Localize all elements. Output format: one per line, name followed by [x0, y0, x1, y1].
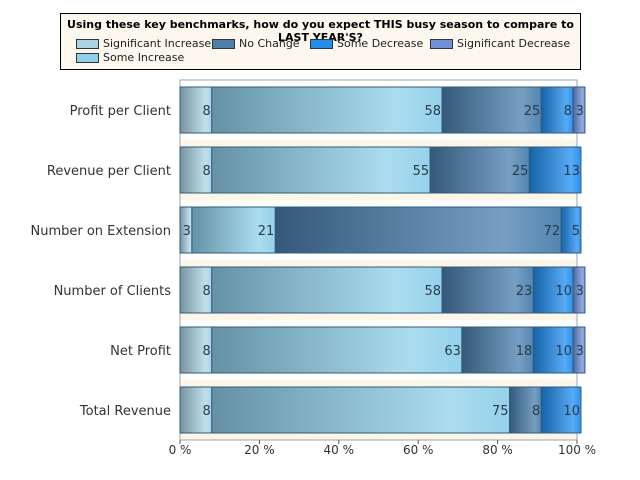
data-label: 10 — [563, 404, 580, 419]
legend-label: Significant Increase — [103, 37, 212, 50]
legend-swatch — [430, 39, 453, 49]
data-label: 63 — [444, 344, 461, 359]
bar-segment — [441, 266, 534, 314]
bar-segment — [560, 206, 582, 254]
legend-label: Significant Decrease — [457, 37, 571, 50]
bar-segment — [429, 146, 530, 194]
data-label: 21 — [258, 224, 275, 239]
data-label: 8 — [202, 284, 210, 299]
bar-segment — [572, 86, 586, 134]
bar-segment — [532, 266, 574, 314]
category-label: Total Revenue — [79, 404, 171, 419]
legend-swatch — [76, 39, 99, 49]
category-label: Number of Clients — [54, 284, 172, 299]
plot-area — [179, 79, 578, 441]
bar-segment — [211, 86, 443, 134]
bar-segment — [179, 386, 213, 434]
bar-segment — [179, 266, 213, 314]
x-tick-label: 100 % — [558, 443, 596, 457]
data-label: 25 — [524, 104, 541, 119]
category-label: Profit per Client — [70, 104, 171, 119]
data-label: 3 — [183, 224, 191, 239]
bar-segment — [540, 86, 574, 134]
legend-label: Some Decrease — [337, 37, 424, 50]
bar-segment — [211, 146, 431, 194]
data-label: 8 — [202, 104, 210, 119]
legend: Using these key benchmarks, how do you e… — [60, 13, 581, 70]
data-label: 10 — [555, 284, 572, 299]
bar-segment — [179, 86, 213, 134]
bar-segment — [211, 386, 511, 434]
x-tick-label: 40 % — [324, 443, 355, 457]
x-tick-label: 20 % — [244, 443, 275, 457]
data-label: 3 — [576, 344, 584, 359]
data-label: 5 — [572, 224, 580, 239]
bar-segment — [509, 386, 542, 434]
legend-swatch — [310, 39, 333, 49]
data-label: 8 — [202, 344, 210, 359]
legend-label: Some Increase — [103, 51, 185, 64]
legend-title: Using these key benchmarks, how do you e… — [67, 18, 574, 44]
legend-swatch — [76, 53, 99, 63]
data-label: 72 — [544, 224, 561, 239]
bar-segment — [540, 386, 582, 434]
data-label: 3 — [576, 284, 584, 299]
data-label: 55 — [413, 164, 430, 179]
bar-segment — [572, 326, 586, 374]
bar-segment — [528, 146, 582, 194]
bar-segment — [179, 146, 213, 194]
bar-segment — [179, 326, 213, 374]
category-label: Number on Extension — [31, 224, 172, 239]
data-label: 75 — [492, 404, 509, 419]
data-label: 8 — [202, 164, 210, 179]
data-label: 3 — [576, 104, 584, 119]
bar-segment — [441, 86, 542, 134]
data-label: 8 — [532, 404, 540, 419]
legend-label: No Change — [239, 37, 300, 50]
x-tick-label: 80 % — [482, 443, 513, 457]
data-label: 10 — [555, 344, 572, 359]
data-label: 13 — [563, 164, 580, 179]
data-label: 8 — [202, 404, 210, 419]
data-label: 58 — [424, 284, 441, 299]
x-tick-label: 0 % — [169, 443, 192, 457]
bar-segment — [274, 206, 562, 254]
category-label: Revenue per Client — [47, 164, 171, 179]
data-label: 8 — [564, 104, 572, 119]
bar-segment — [211, 326, 463, 374]
data-label: 23 — [516, 284, 533, 299]
data-label: 58 — [424, 104, 441, 119]
x-tick-label: 60 % — [403, 443, 434, 457]
bar-segment — [572, 266, 586, 314]
bar-segment — [211, 266, 443, 314]
data-label: 25 — [512, 164, 529, 179]
bar-segment — [532, 326, 574, 374]
category-label: Net Profit — [110, 344, 171, 359]
legend-swatch — [212, 39, 235, 49]
data-label: 18 — [516, 344, 533, 359]
bar-segment — [191, 206, 276, 254]
